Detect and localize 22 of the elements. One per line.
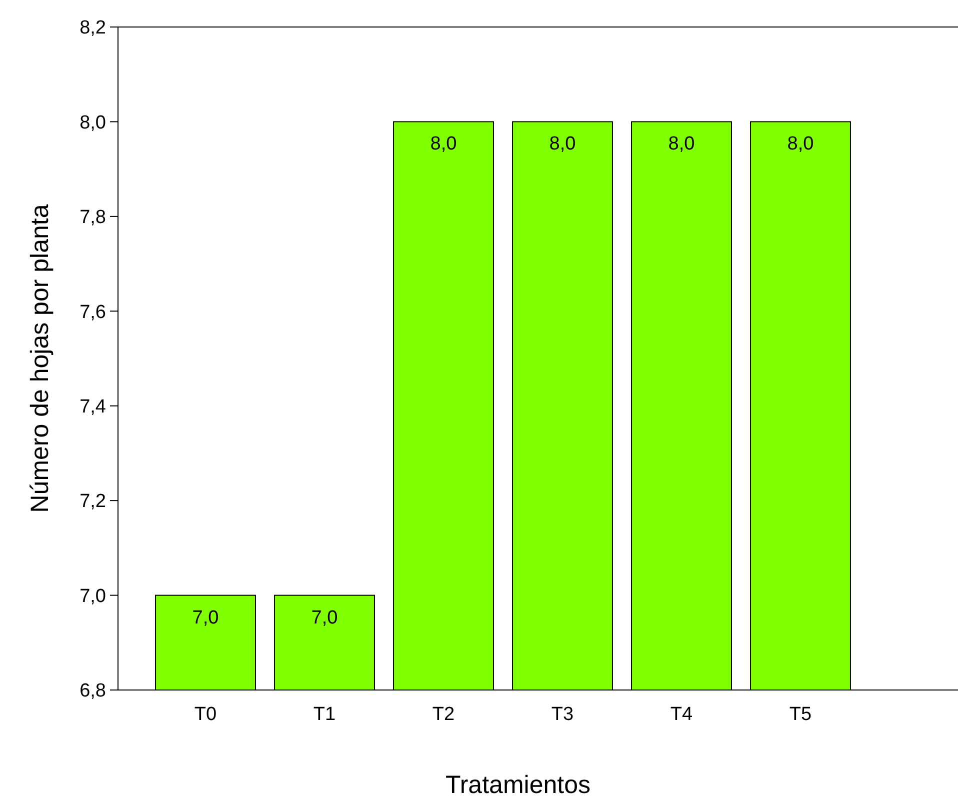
x-tick-label: T3	[551, 704, 574, 725]
y-tick-label: 7,8	[80, 207, 106, 228]
data-label: 8,0	[549, 134, 576, 155]
x-tick-label: T4	[670, 704, 694, 725]
data-label: 7,0	[311, 607, 338, 628]
data-label: 8,0	[430, 134, 457, 155]
y-tick-label: 7,4	[80, 396, 106, 418]
x-axis-title: Tratamientos	[446, 771, 590, 799]
y-tick-label: 7,2	[80, 491, 106, 512]
x-tick-label: T1	[313, 704, 336, 725]
x-tick-label: T2	[432, 704, 455, 725]
x-tick-label: T5	[789, 704, 812, 725]
y-tick-label: 7,6	[80, 302, 106, 323]
y-tick-label: 8,0	[80, 112, 106, 134]
y-tick-label: 6,8	[80, 680, 106, 702]
x-tick-label: T0	[194, 704, 217, 725]
data-label: 8,0	[787, 134, 814, 155]
y-tick-label: 8,2	[80, 18, 106, 39]
y-tick-label: 7,0	[80, 586, 106, 607]
data-label: 7,0	[192, 607, 219, 628]
y-axis-title: Número de hojas por planta	[26, 204, 54, 513]
data-label: 8,0	[668, 134, 695, 155]
